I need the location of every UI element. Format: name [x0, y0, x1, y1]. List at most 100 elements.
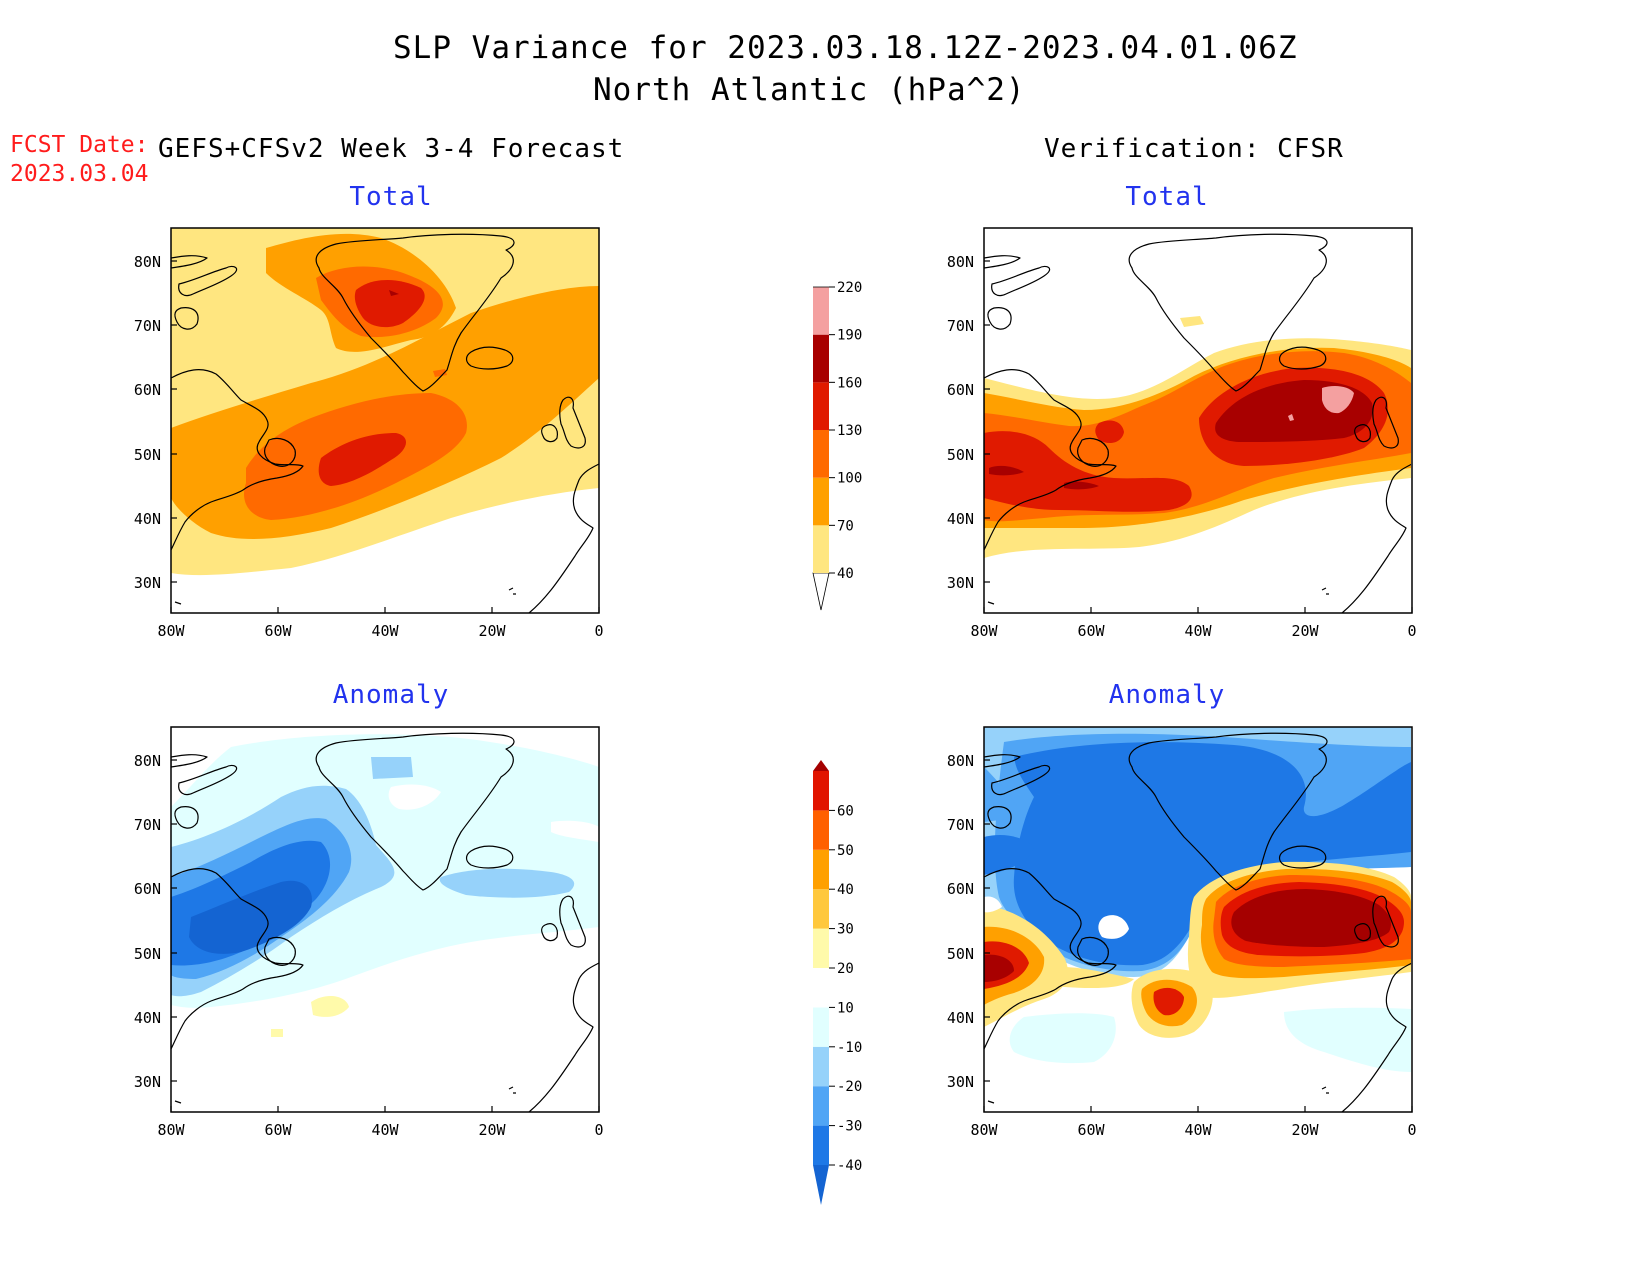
forecast-total-axes: 80W 60W 40W 20W 0 30N 40N 50N 60N 70N 80N: [134, 227, 604, 640]
lat-tick-label: 30N: [947, 1073, 974, 1091]
anomaly-colorbar-label: 20: [837, 961, 854, 977]
verification-total-map: [984, 228, 1411, 613]
main-title-line1: SLP Variance for 2023.03.18.12Z-2023.04.…: [393, 30, 1298, 66]
anomaly-colorbar-swatch: [813, 771, 829, 811]
total-colorbar-label: 100: [837, 471, 862, 487]
anomaly-colorbar-label: -40: [837, 1158, 862, 1174]
lon-tick-label: 60W: [1077, 622, 1105, 640]
lon-tick-label: 20W: [1291, 622, 1319, 640]
lon-tick-label: 0: [1407, 1121, 1416, 1139]
lat-tick-label: 60N: [947, 880, 974, 898]
total-colorbar-label: 40: [837, 566, 854, 582]
forecast-anomaly-title: Anomaly: [332, 680, 450, 710]
lon-tick-label: 0: [594, 622, 603, 640]
lat-tick-label: 50N: [134, 446, 161, 464]
total-colorbar-label: 190: [837, 328, 862, 344]
anomaly-colorbar-swatch: [813, 968, 829, 1008]
verification-anomaly-map: [984, 727, 1411, 1112]
anomaly-colorbar-high-arrow: [813, 760, 829, 771]
anomaly-colorbar-swatch: [813, 1086, 829, 1126]
lon-tick-label: 40W: [371, 1121, 399, 1139]
lat-tick-label: 80N: [947, 253, 974, 271]
verification-column-header: Verification: CFSR: [1044, 134, 1344, 164]
lat-tick-label: 30N: [134, 574, 161, 592]
verification-total-axes: 80W 60W 40W 20W 0 30N 40N 50N 60N 70N 80N: [947, 227, 1417, 640]
total-colorbar-label: 70: [837, 518, 854, 534]
lat-tick-label: 40N: [947, 1009, 974, 1027]
lon-tick-label: 20W: [478, 1121, 506, 1139]
lon-tick-label: 80W: [970, 622, 998, 640]
fcst-date-label: FCST Date:: [10, 132, 149, 158]
total-colorbar-label: 220: [837, 280, 862, 296]
lat-tick-label: 60N: [947, 381, 974, 399]
anomaly-colorbar-swatch: [813, 1125, 829, 1165]
anomaly-colorbar-label: 60: [837, 803, 854, 819]
lon-tick-label: 80W: [970, 1121, 998, 1139]
lon-tick-label: 60W: [1077, 1121, 1105, 1139]
lat-tick-label: 50N: [134, 945, 161, 963]
anomaly-colorbar-low-arrow: [813, 1165, 829, 1205]
lat-tick-label: 60N: [134, 381, 161, 399]
forecast-column-header: GEFS+CFSv2 Week 3-4 Forecast: [158, 134, 625, 164]
verification-anomaly-title: Anomaly: [1108, 680, 1226, 710]
forecast-total-title: Total: [349, 182, 433, 212]
fcst-date-value: 2023.03.04: [10, 161, 149, 187]
anomaly-colorbar-label: 10: [837, 1000, 854, 1016]
total-colorbar-swatch: [813, 334, 829, 383]
axes-layer: 80W 60W 40W 20W 0 30N 40N 50N 60N 70N 80N 80W 60W 40W…: [134, 227, 1417, 1139]
lon-tick-label: 0: [1407, 622, 1416, 640]
lon-tick-label: 40W: [1184, 1121, 1212, 1139]
lat-tick-label: 70N: [947, 816, 974, 834]
lat-tick-label: 40N: [134, 510, 161, 528]
anomaly-colorbar-swatch: [813, 928, 829, 968]
anomaly-colorbar-swatch: [813, 889, 829, 929]
lon-tick-label: 40W: [1184, 622, 1212, 640]
total-colorbar-low-arrow: [812, 572, 830, 611]
anomaly-colorbar-label: 50: [837, 843, 854, 859]
anomaly-colorbar-label: -30: [837, 1119, 862, 1135]
forecast-total-map: [171, 228, 599, 613]
lat-tick-label: 80N: [134, 752, 161, 770]
lat-tick-label: 50N: [947, 446, 974, 464]
lon-tick-label: 20W: [1291, 1121, 1319, 1139]
lon-tick-label: 60W: [264, 1121, 292, 1139]
anomaly-colorbar-swatch: [813, 1046, 829, 1087]
lat-tick-label: 30N: [947, 574, 974, 592]
lat-tick-label: 80N: [947, 752, 974, 770]
lat-tick-label: 40N: [947, 510, 974, 528]
lat-tick-label: 50N: [947, 945, 974, 963]
lat-tick-label: 70N: [134, 816, 161, 834]
lat-tick-label: 70N: [134, 317, 161, 335]
lat-tick-label: 30N: [134, 1073, 161, 1091]
lat-tick-label: 70N: [947, 317, 974, 335]
anomaly-colorbar-swatch: [813, 849, 829, 890]
anomaly-colorbar-swatch: [813, 810, 829, 850]
anomaly-colorbar: -40 -30 -20 -10 10 20 30 40 50 60: [813, 760, 862, 1205]
verification-anomaly-axes: 80W 60W 40W 20W 0 30N 40N 50N 60N 70N 80N: [947, 726, 1417, 1139]
total-colorbar-label: 160: [837, 375, 862, 391]
lon-tick-label: 20W: [478, 622, 506, 640]
total-colorbar-swatch: [813, 430, 829, 478]
lat-tick-label: 60N: [134, 880, 161, 898]
total-colorbar-label: 130: [837, 423, 862, 439]
total-colorbar-swatch: [813, 477, 829, 526]
anomaly-colorbar-label: -20: [837, 1079, 862, 1095]
lon-tick-label: 60W: [264, 622, 292, 640]
colorbars: 40 70 100 130 160 190 220 -40 -30 -20 -10 10 20 30 40 5…: [812, 280, 862, 1205]
lat-tick-label: 80N: [134, 253, 161, 271]
anomaly-colorbar-label: -10: [837, 1040, 862, 1056]
lon-tick-label: 80W: [157, 622, 185, 640]
anomaly-colorbar-label: 40: [837, 882, 854, 898]
lon-tick-label: 0: [594, 1121, 603, 1139]
forecast-anomaly-axes: 80W 60W 40W 20W 0 30N 40N 50N 60N 70N 80N: [134, 726, 604, 1139]
lon-tick-label: 80W: [157, 1121, 185, 1139]
total-colorbar-swatch: [813, 525, 829, 573]
anomaly-colorbar-swatch: [813, 1007, 829, 1047]
total-colorbar-swatch: [813, 382, 829, 430]
lat-tick-label: 40N: [134, 1009, 161, 1027]
forecast-anomaly-map: [171, 727, 599, 1112]
total-colorbar-swatch: [813, 287, 829, 335]
main-title-line2: North Atlantic (hPa^2): [593, 72, 1026, 108]
verification-total-title: Total: [1125, 182, 1209, 212]
